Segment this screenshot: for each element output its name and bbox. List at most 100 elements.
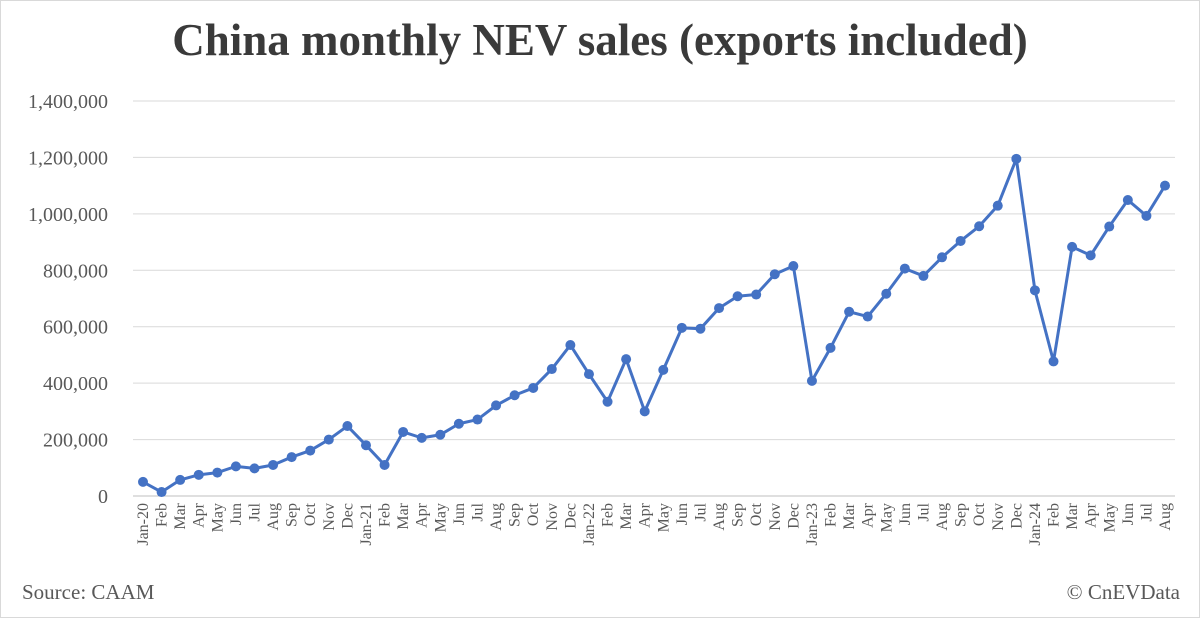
x-tick-label: Dec: [1008, 503, 1025, 529]
x-tick-label: Aug: [1157, 503, 1174, 531]
x-tick-label: Oct: [971, 502, 988, 526]
x-tick-label: Mar: [1064, 502, 1081, 529]
data-point: [899, 263, 910, 274]
data-point: [360, 440, 371, 451]
data-point: [305, 445, 316, 456]
x-tick-label: Aug: [265, 503, 282, 531]
data-point: [528, 382, 539, 393]
data-point: [1048, 356, 1059, 367]
data-point: [602, 396, 613, 407]
x-tick-label: May: [209, 503, 226, 532]
data-point: [230, 461, 241, 472]
data-point: [1141, 210, 1152, 221]
x-tick-label: May: [878, 503, 895, 532]
x-tick-label: Sep: [507, 503, 524, 527]
data-point: [156, 487, 167, 498]
x-tick-label: Jun: [897, 503, 914, 525]
y-tick-label: 1,400,000: [28, 91, 108, 113]
x-tick-label: Feb: [377, 503, 394, 527]
data-point: [212, 467, 223, 478]
data-point: [788, 261, 799, 272]
data-point: [453, 418, 464, 429]
data-point: [286, 452, 297, 463]
x-tick-label: Nov: [544, 503, 561, 531]
data-point: [918, 270, 929, 281]
x-tick-label: Mar: [841, 502, 858, 529]
x-tick-label: Jan-21: [358, 503, 375, 546]
x-tick-label: Sep: [953, 503, 970, 527]
x-tick-label: Apr: [637, 502, 654, 528]
data-point: [825, 342, 836, 353]
x-tick-label: Apr: [860, 502, 877, 528]
x-tick-label: Dec: [562, 503, 579, 529]
x-tick-label: Dec: [339, 503, 356, 529]
data-point: [955, 235, 966, 246]
x-tick-label: Jul: [1138, 502, 1155, 521]
data-point: [1104, 221, 1115, 232]
data-point: [676, 322, 687, 333]
x-tick-label: Feb: [1046, 503, 1063, 527]
x-tick-label: Feb: [154, 503, 171, 527]
x-tick-label: Oct: [748, 502, 765, 526]
data-point: [268, 459, 279, 470]
x-tick-label: Mar: [172, 502, 189, 529]
data-point: [379, 459, 390, 470]
x-tick-label: Oct: [525, 502, 542, 526]
copyright-note: © CnEVData: [1066, 580, 1180, 604]
data-point: [583, 369, 594, 380]
x-tick-label: May: [432, 503, 449, 532]
x-tick-label: Jun: [451, 503, 468, 525]
data-point: [1160, 180, 1170, 191]
data-point: [658, 364, 669, 375]
data-point: [639, 406, 650, 417]
data-point: [881, 288, 892, 299]
x-tick-label: Jul: [469, 502, 486, 521]
y-tick-label: 800,000: [43, 260, 108, 282]
data-point: [249, 463, 260, 474]
x-tick-label: Mar: [618, 502, 635, 529]
x-tick-label: Apr: [1083, 502, 1100, 528]
y-tick-label: 0: [98, 486, 108, 508]
x-tick-label: Nov: [767, 503, 784, 531]
x-tick-label: Feb: [823, 503, 840, 527]
data-point: [844, 306, 855, 317]
x-tick-label: Nov: [321, 503, 338, 531]
data-point: [751, 289, 762, 300]
x-tick-label: Apr: [191, 502, 208, 528]
x-tick-label: May: [1101, 503, 1118, 532]
x-tick-label: Jun: [674, 503, 691, 525]
chart-title: China monthly NEV sales (exports include…: [172, 15, 1028, 65]
x-tick-label: Dec: [785, 503, 802, 529]
x-tick-label: Jul: [692, 502, 709, 521]
x-tick-label: Sep: [730, 503, 747, 527]
x-tick-label: Jun: [228, 503, 245, 525]
x-tick-label: Jul: [915, 502, 932, 521]
x-tick-label: Jan-24: [1027, 503, 1044, 546]
y-tick-label: 600,000: [43, 317, 108, 339]
data-point: [342, 421, 353, 432]
data-point: [509, 390, 520, 401]
y-tick-label: 1,200,000: [28, 147, 108, 169]
data-point: [695, 323, 706, 334]
data-point: [416, 432, 427, 443]
data-point: [732, 291, 743, 302]
x-tick-label: Apr: [414, 502, 431, 528]
x-tick-label: Feb: [600, 503, 617, 527]
x-tick-label: Aug: [488, 503, 505, 531]
data-point: [138, 476, 148, 487]
x-tick-label: Jan-20: [135, 503, 152, 546]
x-tick-label: May: [655, 503, 672, 532]
data-point: [974, 221, 985, 232]
source-note: Source: CAAM: [22, 580, 155, 604]
data-point: [546, 364, 557, 375]
x-tick-label: Jan-23: [804, 503, 821, 546]
data-point: [714, 303, 725, 314]
data-point: [1011, 153, 1022, 164]
x-tick-label: Nov: [990, 503, 1007, 531]
data-point: [193, 469, 204, 480]
x-tick-label: Mar: [395, 502, 412, 529]
data-point: [1085, 250, 1096, 261]
x-tick-label: Jul: [246, 502, 263, 521]
y-tick-label: 200,000: [43, 430, 108, 452]
